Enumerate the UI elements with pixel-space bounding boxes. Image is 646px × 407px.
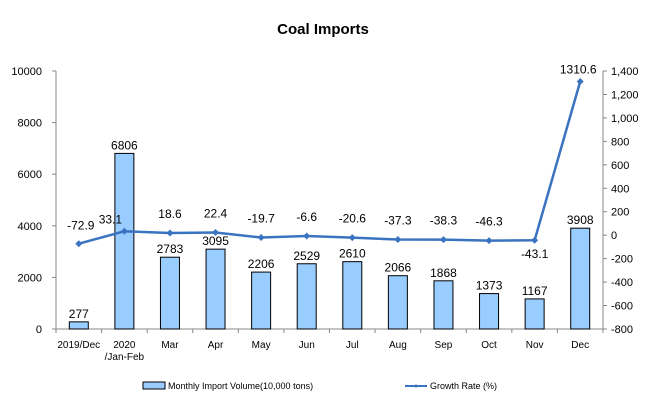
bar-value-label: 1373 <box>476 279 503 293</box>
growth-rate-point <box>120 227 128 235</box>
growth-rate-label: -46.3 <box>475 215 503 229</box>
growth-rate-line <box>78 81 582 245</box>
right-tick-label: 400 <box>611 183 629 195</box>
growth-rate-label: -19.7 <box>247 211 275 225</box>
bar-value-label: 2783 <box>157 242 184 256</box>
growth-rate-label: -72.9 <box>67 219 95 233</box>
bar <box>387 275 408 330</box>
bar-value-label: 3095 <box>202 234 229 248</box>
growth-rate-label: 1310.6 <box>560 62 597 76</box>
right-tick-label: -400 <box>611 277 633 289</box>
bar <box>251 271 272 330</box>
legend-bar-swatch <box>142 381 166 390</box>
x-tick-label: Apr <box>208 340 224 351</box>
bar <box>524 298 545 330</box>
bar-value-label: 2610 <box>339 247 366 261</box>
bar-value-label: 2066 <box>385 261 412 275</box>
growth-rate-point <box>439 236 447 244</box>
growth-rate-label: -38.3 <box>430 214 458 228</box>
bar <box>205 248 226 330</box>
bar <box>479 293 500 330</box>
right-tick-label: -800 <box>611 324 633 336</box>
left-tick-label: 10000 <box>11 66 42 78</box>
growth-rate-label: -20.6 <box>339 212 367 226</box>
right-tick-label: 1,000 <box>611 113 639 125</box>
left-tick-label: 8000 <box>18 118 42 130</box>
bar <box>433 280 454 330</box>
legend-bar-label: Monthly Import Volume(10,000 tons) <box>168 381 313 391</box>
x-tick-label: Jul <box>346 340 359 351</box>
x-tick-label: Dec <box>571 340 589 351</box>
growth-rate-label: 22.4 <box>204 207 228 221</box>
growth-rate-point <box>485 237 493 245</box>
chart-title: Coal Imports <box>277 21 369 38</box>
x-tick-label: Mar <box>161 340 179 351</box>
growth-rate-point <box>576 77 584 85</box>
right-tick-label: -600 <box>611 301 633 313</box>
x-tick-label: /Jan-Feb <box>105 352 145 363</box>
right-tick-label: 1,400 <box>611 66 639 78</box>
bar-value-label: 1167 <box>522 284 548 298</box>
right-tick-label: 200 <box>611 207 629 219</box>
x-tick-label: Jun <box>299 340 315 351</box>
legend-line-label: Growth Rate (%) <box>430 381 497 391</box>
right-tick-label: 1,200 <box>611 89 639 101</box>
right-tick-label: 600 <box>611 160 629 172</box>
bar <box>296 263 317 330</box>
legend-line-marker <box>414 384 418 388</box>
growth-rate-label: -43.1 <box>521 247 549 261</box>
bar-value-label: 2529 <box>293 249 320 263</box>
bar-value-label: 1868 <box>430 266 457 280</box>
bar <box>159 256 180 330</box>
bar <box>114 152 135 330</box>
growth-rate-point <box>257 233 265 241</box>
left-tick-label: 4000 <box>18 221 42 233</box>
right-tick-label: -200 <box>611 254 633 266</box>
bar-value-label: 2206 <box>248 257 275 271</box>
bar-value-label: 3908 <box>567 213 594 227</box>
bar <box>342 261 363 330</box>
growth-rate-point <box>394 236 402 244</box>
left-tick-label: 2000 <box>18 272 42 284</box>
x-tick-label: 2019/Dec <box>57 340 100 351</box>
x-tick-label: May <box>252 340 271 351</box>
growth-rate-point <box>303 232 311 240</box>
x-tick-label: Aug <box>389 340 407 351</box>
right-tick-label: 0 <box>611 230 617 242</box>
growth-rate-point <box>75 240 83 248</box>
x-tick-label: Oct <box>481 340 497 351</box>
growth-rate-point <box>531 236 539 244</box>
growth-rate-point <box>166 229 174 237</box>
growth-rate-label: -37.3 <box>384 214 412 228</box>
bar <box>68 321 89 330</box>
left-tick-label: 0 <box>36 324 42 336</box>
left-tick-label: 6000 <box>18 169 42 181</box>
growth-rate-label: 18.6 <box>158 207 182 221</box>
growth-rate-label: -6.6 <box>296 210 317 224</box>
growth-rate-point <box>348 234 356 242</box>
bar-value-label: 6806 <box>111 138 138 152</box>
bar-value-label: 277 <box>69 307 89 321</box>
growth-rate-point <box>212 229 220 237</box>
x-tick-label: 2020 <box>113 340 136 351</box>
x-tick-label: Nov <box>526 340 544 351</box>
growth-rate-label: 33.1 <box>99 212 123 226</box>
right-tick-label: 800 <box>611 136 629 148</box>
x-tick-label: Sep <box>435 340 453 351</box>
bar <box>570 227 591 330</box>
